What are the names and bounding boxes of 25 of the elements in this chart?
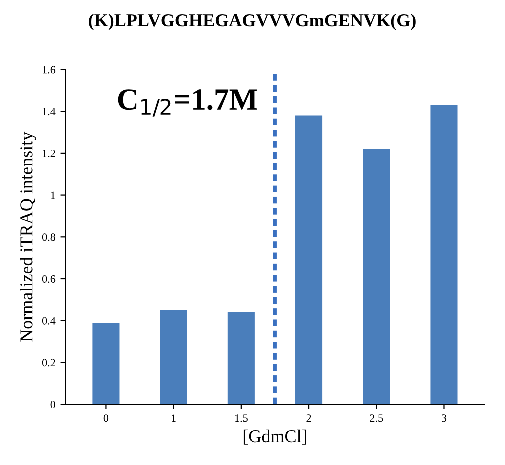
y-tick-label: 1.4 xyxy=(43,108,56,116)
y-tick-label: 0.8 xyxy=(42,234,56,242)
bar xyxy=(160,310,188,405)
y-tick-label: 1.2 xyxy=(43,150,56,158)
y-tick-label: 0.6 xyxy=(42,275,56,284)
bar xyxy=(92,322,120,405)
x-tick-label: 2 xyxy=(306,414,312,422)
x-axis-title: [GdmCl] xyxy=(244,430,306,445)
x-tick-label: 1.5 xyxy=(235,414,248,422)
bar xyxy=(430,105,458,405)
x-tick-label: 3 xyxy=(442,414,447,422)
x-tick-label: 2.5 xyxy=(370,414,384,422)
y-axis-title: Normalized iTRAQ intensity xyxy=(20,132,36,342)
x-tick-label: 1 xyxy=(172,414,176,422)
y-tick-label: 1.6 xyxy=(43,66,56,74)
bar xyxy=(228,312,255,405)
x-tick-label: 0 xyxy=(104,414,109,422)
y-tick-label: 0 xyxy=(50,401,56,409)
bar xyxy=(296,116,323,405)
y-tick-label: 0.2 xyxy=(42,359,56,367)
annotation: C$_{1/2}$=1.7M xyxy=(118,90,258,117)
y-tick-label: 1 xyxy=(51,192,56,200)
y-tick-label: 0.4 xyxy=(42,317,56,325)
bar xyxy=(363,149,390,405)
chart-title: (K)LPLVGGHEGAGVVVGmGENVK(G) xyxy=(89,14,416,30)
